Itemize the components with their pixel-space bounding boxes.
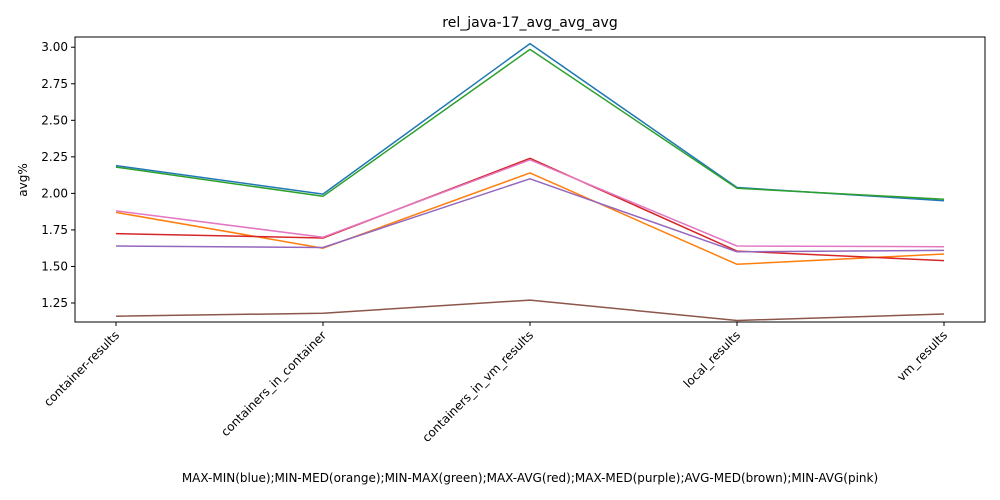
y-tick-label: 2.25 <box>41 150 68 164</box>
y-tick-label: 3.00 <box>41 40 68 54</box>
y-tick-label: 1.25 <box>41 296 68 310</box>
series-line-3 <box>115 48 945 200</box>
y-axis: 1.25 1.50 1.75 2.00 2.25 2.50 2.75 3.00 <box>41 40 75 310</box>
x-tick-label: vm_results <box>894 328 950 384</box>
y-tick-label: 2.75 <box>41 77 68 91</box>
y-tick-label: 1.75 <box>41 223 68 237</box>
series-line-4 <box>115 157 945 262</box>
series-line-7 <box>115 159 945 248</box>
x-tick-label: local_results <box>681 328 743 390</box>
y-tick-label: 2.00 <box>41 186 68 200</box>
series-line-6 <box>115 299 945 322</box>
x-tick-label: container-results <box>41 328 122 409</box>
x-tick-label: containers_in_vm_results <box>419 328 536 445</box>
chart-title: rel_java-17_avg_avg_avg <box>442 15 617 31</box>
x-tick-label: containers_in_container <box>218 328 329 439</box>
y-tick-label: 1.50 <box>41 259 68 273</box>
y-axis-label: avg% <box>16 163 30 196</box>
x-axis: container-results containers_in_container… <box>41 322 950 445</box>
series-line-5 <box>115 178 945 253</box>
series-layer <box>115 42 945 322</box>
y-tick-label: 2.50 <box>41 113 68 127</box>
x-axis-label: MAX-MIN(blue);MIN-MED(orange);MIN-MAX(gr… <box>182 471 878 485</box>
